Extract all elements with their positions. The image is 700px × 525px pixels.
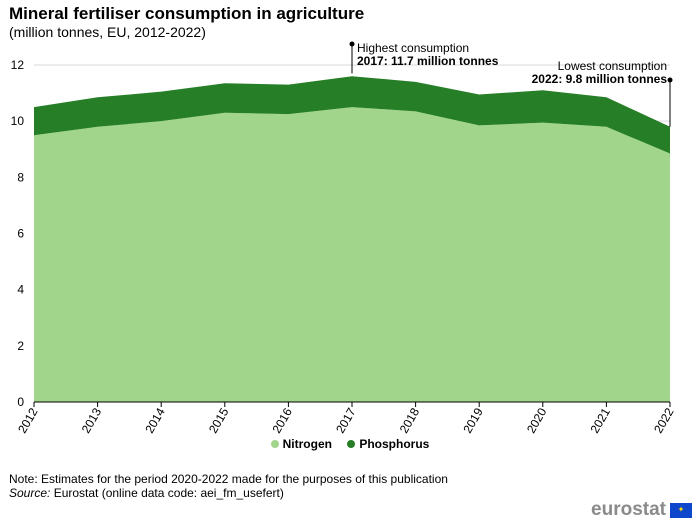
annotation-label: Lowest consumption [558,59,667,73]
y-tick-label: 0 [17,395,24,409]
chart-areas [34,76,670,402]
legend-item-nitrogen: Nitrogen [270,437,332,451]
x-axis: 2012 2013 2014 2015 2016 2017 2018 2019 2020 2021… [15,401,677,436]
legend-swatch-nitrogen [270,440,279,448]
y-axis: 0 2 4 6 8 10 12 [11,58,25,409]
legend-item-phosphorus: Phosphorus [347,437,429,451]
y-tick-label: 12 [11,58,25,72]
y-tick-label: 2 [17,339,24,353]
legend-swatch-phosphorus [347,440,356,448]
annotation-value: 2022: 9.8 million tonnes [532,72,668,86]
chart-title: Mineral fertiliser consumption in agricu… [9,4,365,23]
x-tick-label: 2020 [524,405,550,435]
x-tick-label: 2015 [206,405,232,435]
x-tick-label: 2016 [270,405,296,435]
source-line: Source: Eurostat (online data code: aei_… [9,486,284,500]
eu-flag-icon: ✦ [670,502,692,518]
legend-label-nitrogen: Nitrogen [282,437,332,451]
y-tick-label: 8 [17,170,24,184]
footnote: Note: Estimates for the period 2020-2022… [9,472,448,486]
x-tick-label: 2014 [142,405,168,435]
source-text: Eurostat (online data code: aei_fm_usefe… [50,486,284,500]
x-tick-label: 2021 [588,405,614,435]
annotation-value: 2017: 11.7 million tonnes [357,54,499,68]
area-phosphorus [34,76,670,154]
y-tick-label: 10 [11,114,25,128]
x-tick-label: 2018 [397,405,423,435]
x-tick-label: 2019 [460,405,486,435]
y-tick-label: 4 [17,283,24,297]
legend-label-phosphorus: Phosphorus [359,437,430,451]
x-tick-label: 2012 [15,405,41,435]
source-label: Source: [9,486,51,500]
y-tick-label: 6 [17,227,24,241]
annotation-dot [667,77,673,83]
x-tick-label: 2017 [333,405,359,435]
x-tick-label: 2022 [651,405,677,435]
legend: Nitrogen Phosphorus [0,437,700,451]
x-tick-label: 2013 [79,405,105,435]
logo-text: eurostat [591,499,666,520]
area-nitrogen [34,107,670,402]
chart-subtitle: (million tonnes, EU, 2012-2022) [9,24,206,40]
eurostat-logo: eurostat ✦ [591,499,692,521]
annotation-dot [349,41,355,47]
annotation-label: Highest consumption [357,41,469,55]
